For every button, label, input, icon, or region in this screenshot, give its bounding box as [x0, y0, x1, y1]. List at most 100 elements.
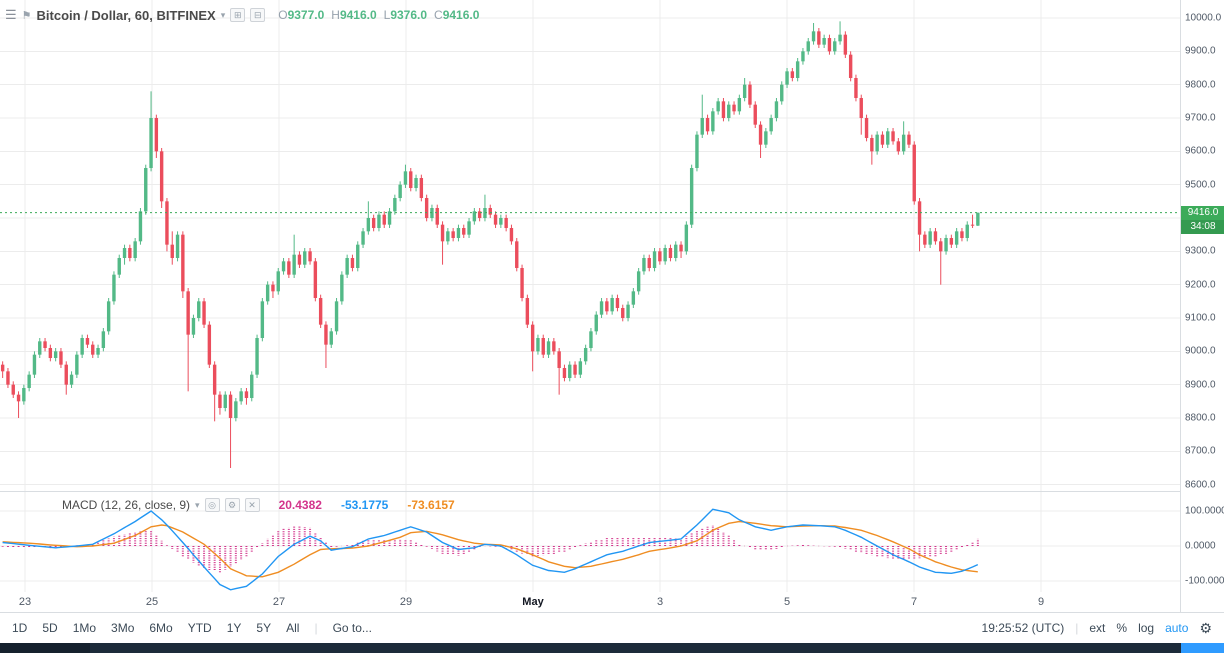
candle-body [181, 234, 185, 292]
candle-body [737, 98, 742, 112]
taskbar-accent-button[interactable] [1181, 643, 1224, 653]
macd-title[interactable]: MACD (12, 26, close, 9) [62, 498, 191, 512]
price-tick-label: 9900.0 [1185, 45, 1216, 57]
chevron-down-icon[interactable]: ▾ [195, 499, 200, 510]
symbol-legend: ☰ ⚑ Bitcoin / Dollar, 60, BITFINEX ▾ ⊞ ⊟… [5, 7, 479, 23]
candle-body [462, 228, 466, 235]
candle-body [859, 98, 863, 118]
candle-body [801, 51, 805, 62]
candle-body [504, 218, 508, 228]
macd-signal-line [2, 520, 978, 578]
candle-body [875, 134, 879, 152]
candle-body [891, 131, 895, 142]
macd-histogram-value: 20.4382 [278, 498, 322, 512]
candle-body [16, 394, 21, 402]
candle-body [409, 171, 413, 188]
toggle-button-auto[interactable]: auto [1165, 621, 1189, 635]
candle-body [128, 248, 132, 258]
candle-body [387, 211, 392, 225]
symbol-title[interactable]: Bitcoin / Dollar, 60, BITFINEX [36, 7, 216, 23]
macd-tick-label: 0.0000 [1185, 540, 1216, 552]
candle-body [165, 201, 169, 245]
toggle-button-ext[interactable]: ext [1089, 621, 1106, 635]
range-button-6mo[interactable]: 6Mo [149, 621, 173, 635]
macd-pane[interactable] [0, 491, 1180, 592]
candle-body [727, 104, 731, 118]
range-button-ytd[interactable]: YTD [187, 621, 212, 635]
candle-body [361, 231, 365, 245]
candle-body [838, 34, 842, 42]
price-tick-label: 9100.0 [1185, 312, 1216, 324]
toggle-button-percent[interactable]: % [1116, 621, 1128, 635]
range-button-3mo[interactable]: 3Mo [111, 621, 135, 635]
macd-tick-label: 100.0000 [1185, 505, 1224, 517]
candle-body [297, 254, 302, 265]
settings-gear-icon[interactable]: ⚙ [1199, 619, 1212, 636]
price-tick-label: 9500.0 [1185, 179, 1216, 191]
gear-icon[interactable]: ⚙ [224, 498, 240, 512]
open-value: 9377.0 [287, 8, 325, 22]
goto-button[interactable]: Go to... [332, 621, 372, 635]
candle-body [949, 238, 954, 245]
candle-body [207, 324, 212, 365]
candle-body [626, 304, 630, 318]
collapse-legend-icon[interactable]: ⊟ [250, 8, 266, 22]
candle-body [907, 134, 911, 145]
candle-body [303, 251, 307, 265]
candle-body [69, 374, 74, 385]
price-pane[interactable] [0, 0, 1180, 491]
candle-body [112, 274, 116, 302]
low-label: L [383, 8, 391, 22]
toggle-button-log[interactable]: log [1138, 621, 1155, 635]
candle-body [265, 284, 270, 302]
eye-icon[interactable]: ◎ [204, 498, 220, 512]
candle-body [742, 84, 747, 98]
range-button-5d[interactable]: 5D [42, 621, 58, 635]
candle-body [795, 61, 800, 78]
candle-body [228, 394, 233, 418]
candle-body [366, 218, 371, 232]
candle-body [827, 38, 832, 52]
close-icon[interactable]: ✕ [244, 498, 260, 512]
candle-body [340, 274, 344, 302]
candle-body [483, 208, 487, 218]
candle-body [451, 231, 455, 238]
price-axis[interactable]: 10000.09900.09800.09700.09600.09500.0940… [1180, 0, 1224, 612]
range-button-1y[interactable]: 1Y [226, 621, 242, 635]
candle-body [154, 118, 159, 152]
candle-body [456, 228, 461, 238]
clock[interactable]: 19:25:52 (UTC) [981, 621, 1065, 635]
candle-body [700, 118, 704, 135]
candle-body [175, 234, 180, 258]
candle-body [594, 314, 598, 332]
flag-icon[interactable]: ⚑ [21, 9, 32, 22]
candle-body [546, 341, 551, 355]
current-price-badge: 9416.0 [1181, 205, 1224, 220]
candle-body [748, 84, 752, 105]
candle-body [393, 198, 397, 212]
candle-body [557, 351, 561, 368]
range-button-1d[interactable]: 1D [12, 621, 28, 635]
candle-body [493, 214, 498, 225]
candle-body [170, 244, 174, 258]
candle-body [695, 134, 699, 168]
range-button-1mo[interactable]: 1Mo [72, 621, 97, 635]
candle-body [578, 361, 583, 375]
add-indicator-icon[interactable]: ⊞ [230, 8, 246, 22]
chevron-down-icon[interactable]: ▾ [220, 9, 226, 20]
candle-body [75, 354, 79, 375]
time-axis[interactable]: 23 25 27 29 May 3 5 7 9 [0, 592, 1180, 612]
candle-body [854, 78, 858, 98]
candle-body [817, 31, 821, 45]
candle-body [149, 118, 153, 168]
range-button-5y[interactable]: 5Y [256, 621, 272, 635]
menu-icon[interactable]: ☰ [5, 7, 17, 22]
range-selector: 1D 5D 1Mo 3Mo 6Mo YTD 1Y 5Y All | Go to... [12, 621, 372, 635]
time-tick-label: 7 [910, 596, 918, 608]
candle-body [976, 212, 980, 226]
range-button-all[interactable]: All [286, 621, 300, 635]
pane-divider[interactable] [0, 491, 1224, 492]
candle-body [345, 258, 349, 275]
candle-body [324, 324, 328, 345]
time-tick-label: 5 [783, 596, 791, 608]
